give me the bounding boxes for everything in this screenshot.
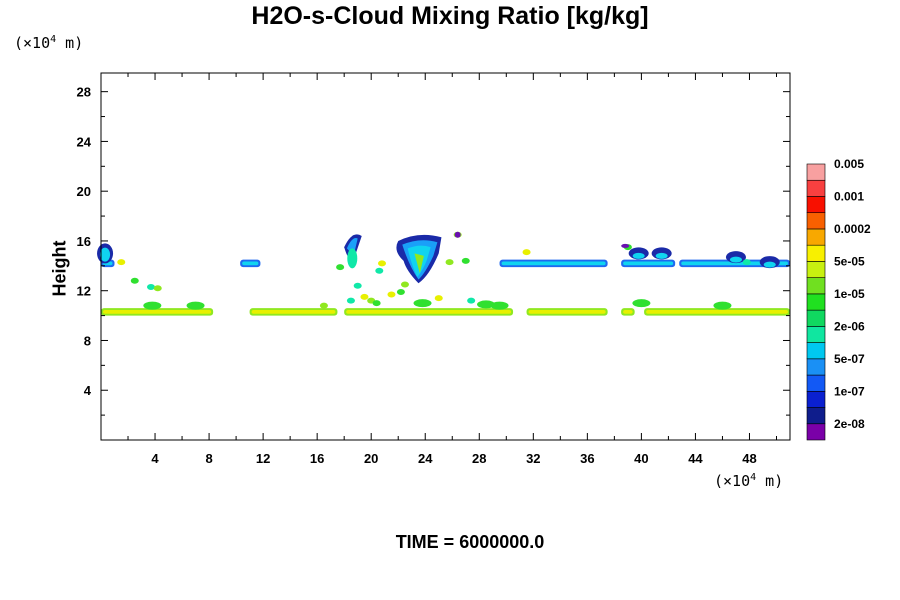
lower-band-core — [623, 309, 633, 314]
cloud-fragment — [490, 301, 509, 310]
cloud-fragment — [461, 257, 470, 264]
time-label: TIME = 6000000.0 — [395, 532, 545, 552]
lower-band-core — [528, 309, 606, 314]
colorbar-label: 1e-07 — [834, 384, 865, 398]
x-tick-label: 32 — [526, 451, 540, 466]
cloud-fragment — [372, 300, 381, 307]
x-tick-label: 44 — [688, 451, 703, 466]
cloud-fragment — [763, 261, 776, 268]
colorbar-label: 1e-05 — [834, 287, 865, 301]
convective-cell — [346, 238, 358, 256]
upper-band-core — [242, 261, 259, 266]
cloud-fragment — [621, 243, 630, 248]
plot-frame — [100, 72, 791, 441]
cloud-fragment — [186, 301, 205, 310]
x-tick-label: 12 — [256, 451, 270, 466]
cloud-fragment — [632, 252, 645, 259]
lower-band-core — [346, 309, 512, 314]
lower-band-core — [103, 309, 212, 314]
x-tick-label: 4 — [151, 451, 159, 466]
cloud-fragment — [655, 252, 668, 259]
cloud-fragment — [396, 288, 405, 295]
cloud-fragment — [153, 285, 162, 292]
colorbar-swatch — [806, 179, 826, 197]
y-tick-label: 20 — [77, 184, 91, 199]
chart-title: H2O-s-Cloud Mixing Ratio [kg/kg] — [251, 2, 649, 30]
cloud-fragment — [375, 267, 384, 274]
x-tick-label: 24 — [418, 451, 433, 466]
upper-band-core — [501, 261, 606, 266]
cloud-fragment — [117, 259, 126, 266]
x-unit-label: (×104 m) — [714, 472, 784, 490]
y-tick-label: 12 — [77, 284, 91, 299]
cloud-fragment — [130, 277, 139, 284]
y-tick-label: 16 — [77, 234, 91, 249]
colorbar-label: 0.001 — [834, 189, 864, 203]
colorbar-label: 0.005 — [834, 157, 864, 171]
cloud-fragment — [387, 291, 396, 298]
colorbar-swatch — [806, 244, 826, 262]
cloud-fragment — [319, 302, 328, 309]
cloud-cell — [100, 247, 111, 262]
colorbar-swatch — [806, 390, 826, 408]
lower-band-core — [646, 309, 788, 314]
x-tick-label: 36 — [580, 451, 594, 466]
colorbar-label: 0.0002 — [834, 222, 871, 236]
cloud-fragment — [632, 299, 651, 308]
lower-band-core — [251, 309, 336, 314]
cloud-fragment — [336, 264, 345, 271]
colorbar-swatch — [806, 326, 826, 343]
cloud-fragment — [146, 283, 155, 290]
colorbar-label: 5e-07 — [834, 352, 865, 366]
cloud-fragment — [378, 260, 387, 267]
x-tick-label: 16 — [310, 451, 324, 466]
colorbar-label: 5e-05 — [834, 254, 865, 268]
x-tick-label: 40 — [634, 451, 648, 466]
colorbar-swatch — [806, 342, 826, 360]
cloud-fragment — [413, 299, 432, 308]
colorbar-swatch — [806, 374, 826, 392]
y-unit-label: (×104 m) — [14, 34, 84, 52]
x-tick-label: 48 — [742, 451, 756, 466]
colorbar-swatch — [806, 277, 826, 295]
colorbar-swatch — [806, 212, 826, 230]
colorbar-swatch — [806, 293, 826, 311]
x-tick-label: 20 — [364, 451, 378, 466]
cloud-fragment — [360, 293, 369, 300]
colorbar-swatch — [806, 261, 826, 278]
colorbar-label: 2e-08 — [834, 417, 865, 431]
cloud-fragment — [445, 259, 454, 266]
y-tick-label: 24 — [77, 134, 92, 149]
cloud-fragment — [467, 297, 476, 304]
colorbar-swatch — [806, 228, 826, 246]
convective-cell — [347, 248, 358, 269]
convective-cell — [414, 253, 424, 274]
cloud-fragment — [353, 282, 362, 289]
colorbar-swatch — [806, 309, 826, 327]
cloud-fragment — [742, 259, 751, 266]
cloud-fragment — [143, 301, 162, 310]
cloud-fragment — [434, 295, 443, 302]
colorbar-swatch — [806, 423, 826, 441]
cloud-fragment — [346, 297, 355, 304]
cloud-fragment — [400, 281, 409, 288]
colorbar-label: 2e-06 — [834, 319, 865, 333]
upper-band-core — [623, 261, 674, 266]
cloud-fragment — [522, 249, 531, 256]
x-tick-label: 8 — [205, 451, 212, 466]
colorbar-swatch — [806, 358, 826, 376]
colorbar-swatch — [806, 407, 826, 425]
y-tick-label: 8 — [84, 333, 91, 348]
cloud-fragment — [713, 301, 732, 310]
colorbar-swatch — [806, 163, 826, 181]
cloud-fragment — [729, 256, 742, 263]
cloud-fragment — [477, 300, 496, 309]
x-tick-label: 28 — [472, 451, 486, 466]
cloud-fragment — [454, 231, 461, 238]
y-tick-label: 4 — [84, 383, 92, 398]
y-tick-label: 28 — [77, 85, 91, 100]
colorbar-swatch — [806, 196, 826, 214]
